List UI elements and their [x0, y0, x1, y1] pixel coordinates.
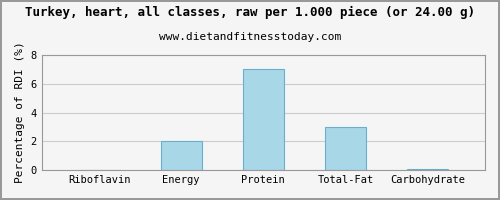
Text: www.dietandfitnesstoday.com: www.dietandfitnesstoday.com	[159, 32, 341, 42]
Bar	[325, 127, 366, 170]
Bar	[407, 169, 448, 170]
Text: Turkey, heart, all classes, raw per 1.000 piece (or 24.00 g): Turkey, heart, all classes, raw per 1.00…	[25, 6, 475, 19]
Bar	[160, 141, 202, 170]
Bar	[243, 69, 284, 170]
Y-axis label: Percentage of RDI (%): Percentage of RDI (%)	[15, 42, 25, 183]
